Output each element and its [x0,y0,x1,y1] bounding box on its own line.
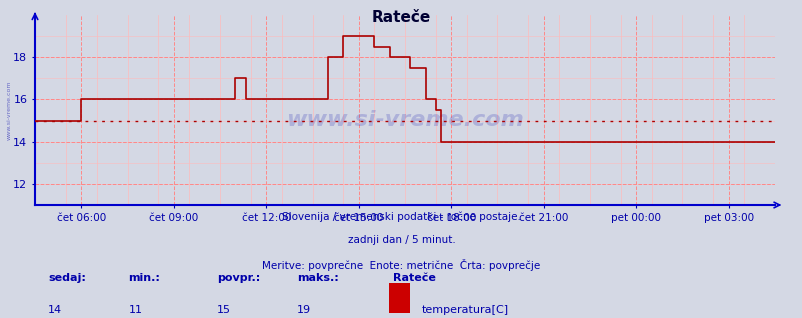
Text: Rateče: Rateče [371,10,431,24]
Text: Rateče: Rateče [393,273,435,283]
Text: sedaj:: sedaj: [48,273,86,283]
Text: povpr.:: povpr.: [217,273,260,283]
Text: www.si-vreme.com: www.si-vreme.com [7,80,12,140]
Text: 14: 14 [48,305,63,315]
Text: temperatura[C]: temperatura[C] [421,305,508,315]
Text: 19: 19 [297,305,311,315]
Text: Slovenija / vremenski podatki - ročne postaje.: Slovenija / vremenski podatki - ročne po… [282,211,520,222]
Text: zadnji dan / 5 minut.: zadnji dan / 5 minut. [347,235,455,245]
Text: 15: 15 [217,305,230,315]
Text: min.:: min.: [128,273,160,283]
Text: Meritve: povprečne  Enote: metrične  Črta: povprečje: Meritve: povprečne Enote: metrične Črta:… [262,259,540,271]
Text: 11: 11 [128,305,142,315]
Text: maks.:: maks.: [297,273,338,283]
Text: www.si-vreme.com: www.si-vreme.com [286,109,523,129]
